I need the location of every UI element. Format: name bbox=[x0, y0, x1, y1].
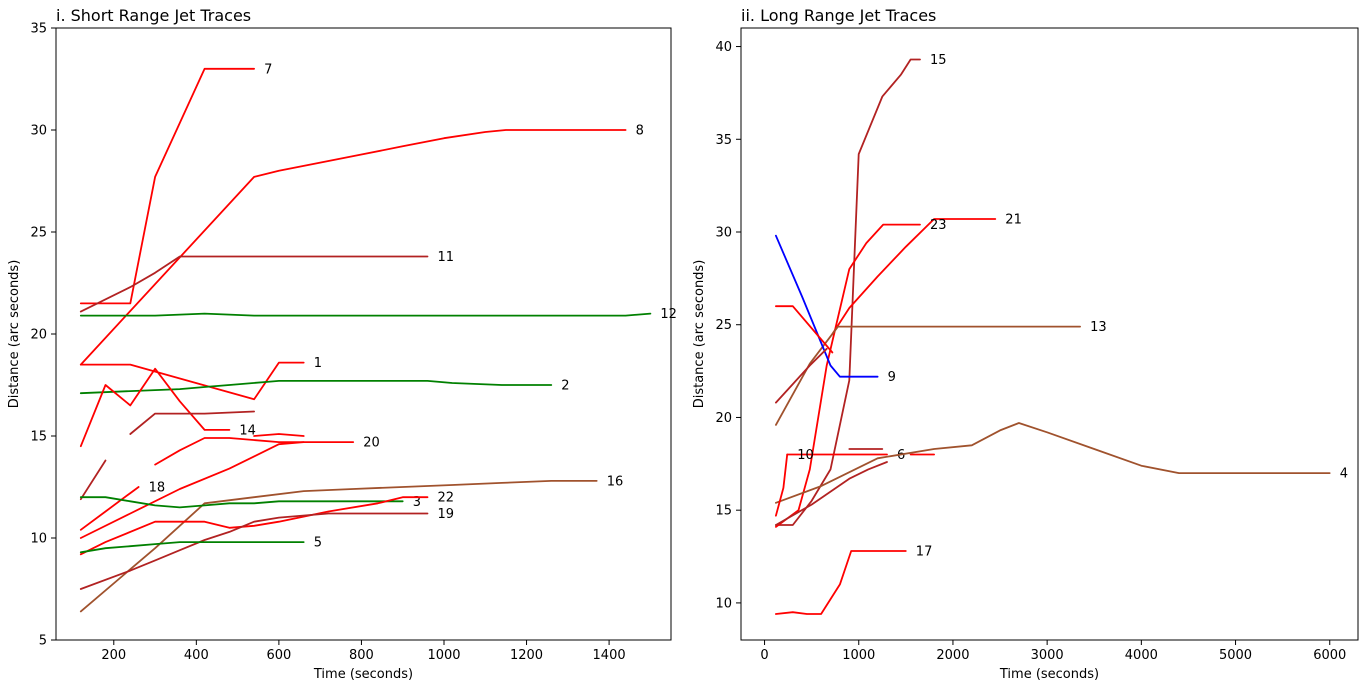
axes-frame bbox=[55, 27, 672, 641]
x-tick-label: 400 bbox=[184, 648, 209, 663]
series-line-23 bbox=[775, 223, 921, 528]
series-label: 15 bbox=[930, 53, 947, 68]
series-line-9 bbox=[775, 234, 879, 378]
x-axis-label: Time (seconds) bbox=[313, 667, 413, 682]
y-tick-label: 35 bbox=[30, 22, 47, 37]
series-line-4 bbox=[775, 422, 1331, 504]
series-label: 16 bbox=[607, 474, 624, 489]
series-line-20 bbox=[154, 437, 355, 466]
series-label: 5 bbox=[314, 536, 322, 551]
series-line-10 bbox=[775, 453, 789, 517]
x-tick-label: 1000 bbox=[842, 648, 875, 663]
series-label: 2 bbox=[561, 379, 569, 394]
series-line-11 bbox=[79, 255, 429, 313]
series-line-13 bbox=[775, 325, 1081, 426]
chart-panel-2: ii. Long Range Jet Traces 15 21 23 13 9 6 4 10 17… bbox=[692, 6, 1359, 682]
series-line-19 bbox=[79, 512, 429, 590]
series-line-12 bbox=[79, 312, 652, 317]
x-tick-label: 200 bbox=[101, 648, 126, 663]
y-tick-label: 30 bbox=[715, 226, 732, 241]
series-label: 6 bbox=[897, 448, 905, 463]
y-tick-label: 35 bbox=[715, 133, 732, 148]
y-tick-label: 25 bbox=[30, 226, 47, 241]
series-line-3 bbox=[79, 496, 404, 509]
y-tick-label: 30 bbox=[30, 124, 47, 139]
series-line-unlabeled-6 bbox=[775, 347, 828, 404]
x-tick-label: 3000 bbox=[1031, 648, 1064, 663]
series-line-unlabeled-12 bbox=[775, 461, 888, 526]
series-group: 15 21 23 13 9 6 4 10 17 bbox=[775, 53, 1348, 615]
series-label: 7 bbox=[264, 62, 272, 77]
series-label: 13 bbox=[1090, 320, 1107, 335]
series-line-15 bbox=[775, 58, 921, 526]
y-tick-label: 10 bbox=[30, 532, 47, 547]
series-label: 8 bbox=[636, 124, 644, 139]
series-label: 23 bbox=[930, 218, 947, 233]
series-line-unlabeled-12 bbox=[79, 441, 305, 539]
series-line-17 bbox=[775, 550, 907, 615]
y-tick-label: 20 bbox=[30, 328, 47, 343]
series-label: 3 bbox=[413, 495, 421, 510]
series-line-21 bbox=[831, 218, 997, 335]
series-label: 14 bbox=[239, 423, 256, 438]
series-line-5 bbox=[79, 541, 305, 554]
y-tick-label: 15 bbox=[30, 430, 47, 445]
series-label: 1 bbox=[314, 356, 322, 371]
series-line-1 bbox=[79, 361, 305, 401]
series-label: 9 bbox=[888, 370, 896, 385]
series-line-16 bbox=[79, 479, 598, 613]
series-line-2 bbox=[79, 379, 553, 395]
series-label: 20 bbox=[363, 436, 380, 451]
series-label: 18 bbox=[149, 481, 166, 496]
series-label: 4 bbox=[1340, 467, 1348, 482]
x-tick-label: 600 bbox=[266, 648, 291, 663]
series-line-unlabeled-5 bbox=[775, 305, 834, 354]
y-tick-label: 10 bbox=[715, 596, 732, 611]
series-label: 19 bbox=[438, 507, 455, 522]
x-tick-label: 2000 bbox=[936, 648, 969, 663]
series-label: 22 bbox=[438, 491, 455, 506]
series-line-8 bbox=[79, 129, 627, 366]
y-tick-label: 40 bbox=[715, 40, 732, 55]
series-line-unlabeled-10 bbox=[79, 459, 107, 501]
y-tick-label: 25 bbox=[715, 318, 732, 333]
x-tick-label: 4000 bbox=[1125, 648, 1158, 663]
series-label: 21 bbox=[1005, 213, 1022, 228]
x-tick-label: 0 bbox=[760, 648, 768, 663]
y-tick-label: 15 bbox=[715, 504, 732, 519]
chart-title: ii. Long Range Jet Traces bbox=[741, 6, 936, 25]
series-line-7 bbox=[79, 67, 256, 305]
series-label: 12 bbox=[660, 307, 677, 322]
series-line-18 bbox=[79, 486, 140, 531]
x-tick-label: 800 bbox=[349, 648, 374, 663]
series-line-unlabeled-9 bbox=[253, 433, 305, 437]
x-axis-label: Time (seconds) bbox=[999, 667, 1099, 682]
y-tick-label: 20 bbox=[715, 411, 732, 426]
y-axis-label: Distance (arc seconds) bbox=[7, 260, 22, 409]
x-tick-label: 1400 bbox=[593, 648, 626, 663]
x-tick-label: 5000 bbox=[1219, 648, 1252, 663]
x-tick-label: 6000 bbox=[1313, 648, 1346, 663]
series-line-unlabeled-7 bbox=[129, 410, 256, 435]
x-tick-label: 1000 bbox=[427, 648, 460, 663]
chart-title: i. Short Range Jet Traces bbox=[56, 6, 251, 25]
series-line-14 bbox=[79, 367, 231, 448]
series-label: 10 bbox=[797, 448, 814, 463]
axes-frame bbox=[740, 27, 1359, 641]
y-tick-label: 5 bbox=[39, 634, 47, 649]
y-axis-label: Distance (arc seconds) bbox=[692, 260, 707, 409]
series-label: 11 bbox=[438, 250, 455, 265]
series-label: 17 bbox=[916, 545, 933, 560]
x-tick-label: 1200 bbox=[510, 648, 543, 663]
